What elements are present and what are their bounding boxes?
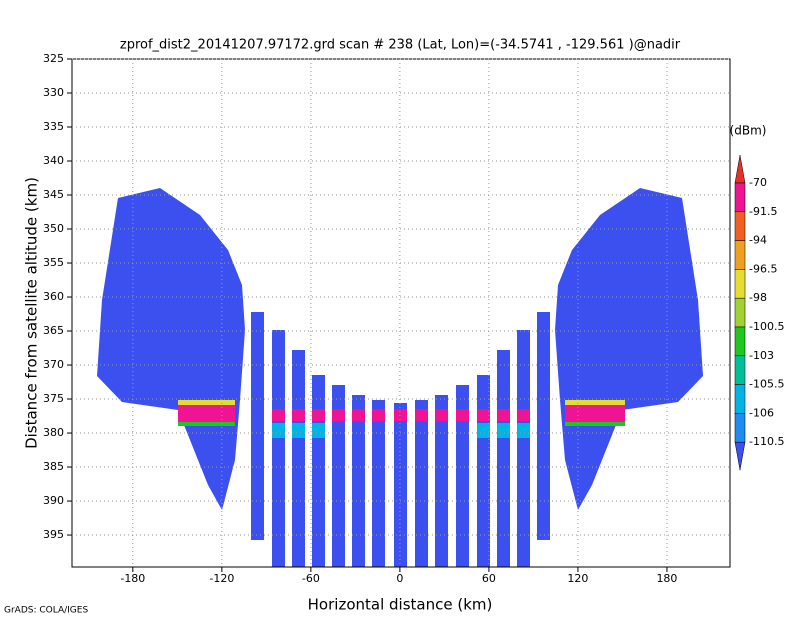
band-core [456, 409, 469, 421]
band-core [477, 409, 490, 421]
swath-column [415, 400, 428, 567]
band-edge [497, 423, 510, 438]
colorbar-box [734, 269, 746, 299]
colorbar-label: -106 [749, 406, 774, 419]
y-tick-label: 335 [43, 120, 64, 133]
colorbar-unit: (dBm) [730, 124, 767, 138]
x-tick-label: -120 [209, 572, 234, 585]
colorbar-box [734, 384, 746, 414]
colorbar-box [734, 326, 746, 357]
x-tick-label: 60 [482, 572, 496, 585]
colorbar-label: -96.5 [749, 262, 777, 275]
swath-column [456, 385, 469, 567]
band-core [565, 405, 625, 422]
band-edge [292, 423, 305, 438]
band-core [415, 409, 428, 421]
x-tick-label: 120 [567, 572, 588, 585]
x-tick-label: -180 [120, 572, 145, 585]
colorbar-label: -110.5 [749, 435, 784, 448]
swath-column [251, 312, 264, 540]
band-core [352, 409, 365, 421]
band-edge [565, 422, 625, 426]
band-core [312, 409, 325, 421]
band-core [178, 405, 235, 422]
y-tick-label: 355 [43, 256, 64, 269]
colorbar-box [734, 182, 746, 213]
y-tick-label: 345 [43, 188, 64, 201]
y-tick-label: 360 [43, 290, 64, 303]
colorbar-label: -70 [749, 176, 767, 189]
band-edge [312, 423, 325, 438]
colorbar-box [734, 355, 746, 385]
x-axis-label: Horizontal distance (km) [308, 596, 493, 614]
colorbar-label: -91.5 [749, 205, 777, 218]
swath-lobe [97, 188, 245, 510]
swath-column [435, 395, 448, 567]
band-core [272, 409, 285, 421]
band-edge [178, 400, 235, 405]
band-core [292, 409, 305, 421]
swath-column [477, 375, 490, 567]
band-edge [178, 422, 235, 426]
band-edge [517, 423, 530, 438]
swath-column [394, 403, 407, 567]
colorbar-label: -94 [749, 234, 767, 247]
radar-field [97, 188, 703, 567]
y-tick-label: 370 [43, 358, 64, 371]
colorbar-box [734, 240, 746, 270]
band-core [332, 409, 345, 421]
y-tick-label: 380 [43, 426, 64, 439]
y-tick-label: 395 [43, 528, 64, 541]
colorbar-box [734, 413, 746, 443]
swath-column [352, 395, 365, 567]
colorbar-label: -98 [749, 291, 767, 304]
band-core [394, 409, 407, 421]
x-tick-label: 0 [396, 572, 403, 585]
colorbar-label: -105.5 [749, 378, 784, 391]
y-axis-label: Distance from satellite altitude (km) [23, 177, 41, 449]
band-core [497, 409, 510, 421]
y-tick-label: 390 [43, 494, 64, 507]
colorbar-label: -100.5 [749, 320, 784, 333]
band-core [435, 409, 448, 421]
swath-column [372, 400, 385, 567]
y-tick-label: 330 [43, 86, 64, 99]
band-core [517, 409, 530, 421]
swath-column [332, 385, 345, 567]
y-tick-label: 385 [43, 460, 64, 473]
swath-column [517, 330, 530, 567]
swath-column [272, 330, 285, 567]
y-tick-label: 325 [43, 52, 64, 65]
y-tick-label: 375 [43, 392, 64, 405]
band-edge [272, 423, 285, 438]
swath-column [537, 312, 550, 540]
colorbar-box [734, 297, 746, 328]
band-core [372, 409, 385, 421]
x-tick-label: -60 [302, 572, 320, 585]
x-tick-label: 180 [656, 572, 677, 585]
chart-title: zprof_dist2_20141207.97172.grd scan # 23… [120, 38, 681, 53]
band-edge [477, 423, 490, 438]
y-tick-label: 350 [43, 222, 64, 235]
swath-column [292, 350, 305, 567]
swath-column [497, 350, 510, 567]
swath-column [312, 375, 325, 567]
swath-lobe [555, 188, 703, 510]
y-tick-label: 340 [43, 154, 64, 167]
colorbar-box [734, 211, 746, 241]
band-edge [565, 400, 625, 405]
y-tick-label: 365 [43, 324, 64, 337]
colorbar-tip [734, 441, 746, 471]
colorbar-label: -103 [749, 349, 774, 362]
credit: GrADS: COLA/IGES [4, 606, 88, 616]
